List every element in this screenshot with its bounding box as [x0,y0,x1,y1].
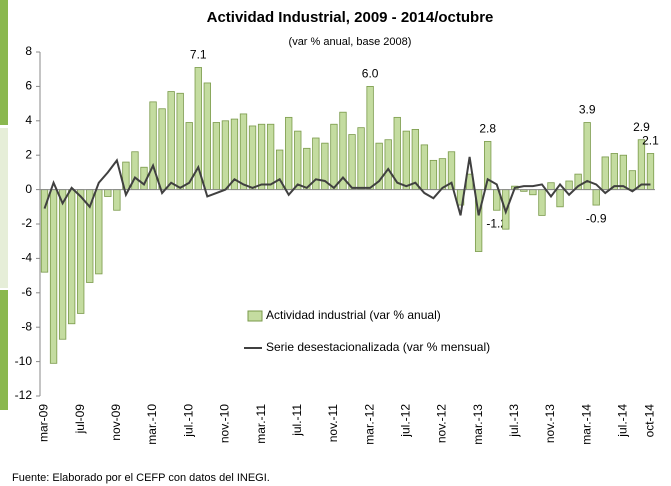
y-tick-label: -8 [21,319,32,333]
bar [402,130,410,190]
bar [149,101,157,190]
y-tick-label: -6 [21,285,32,299]
y-tick-label: -4 [21,251,32,265]
bar [58,189,67,340]
y-tick-label: -10 [15,354,33,368]
bar [239,113,248,190]
bar [67,189,76,325]
bar [429,159,438,191]
bar [366,86,374,190]
data-label: 2.8 [479,122,496,136]
bar [95,189,103,275]
side-strip [0,290,8,410]
bar [357,127,365,190]
bar [221,120,230,191]
x-tick-label: oct-14 [643,404,657,438]
x-tick-label: jul-09 [73,404,87,435]
source-note: Fuente: Elaborado por el CEFP con datos … [12,472,270,484]
bar [104,189,112,197]
bar [330,123,338,190]
bar [538,189,546,216]
bar [420,144,429,191]
chart-subtitle: (var % anual, base 2008) [289,36,412,48]
bar [565,180,573,190]
data-label: 3.9 [579,103,596,117]
bar [601,156,609,190]
x-tick-label: jul.-12 [398,404,412,438]
bar [592,189,600,206]
bar [583,122,591,190]
data-label: 7.1 [190,48,207,62]
chart-title: Actividad Industrial, 2009 - 2014/octubr… [207,9,494,26]
bar [294,130,302,190]
y-tick-label: 8 [25,44,32,58]
bar [547,182,555,191]
bar [438,158,447,190]
x-tick-label: nov.-11 [326,404,340,443]
x-tick-label: mar.-14 [579,404,593,445]
bar [285,116,293,190]
x-tick-label: mar.-13 [471,404,485,445]
bar [248,125,257,190]
bar [212,122,221,190]
y-tick-label: -12 [15,388,33,402]
y-tick-label: -2 [21,216,32,230]
bar [411,128,419,190]
x-tick-label: nov.-12 [435,404,449,443]
bar [113,189,121,211]
bar [257,123,266,190]
data-label: 2.1 [642,134,659,148]
y-tick-label: 2 [25,147,32,161]
bar [529,189,537,196]
bar [348,134,356,190]
data-label: -0.9 [586,211,607,225]
y-tick-label: 6 [25,79,32,93]
bar [556,189,564,208]
bar [176,92,184,190]
x-tick-label: jul.-11 [290,404,304,437]
x-tick-label: mar.-10 [145,404,159,445]
data-label: 6.0 [362,67,379,81]
line-series [43,156,651,216]
x-tick-label: mar.-12 [362,404,376,445]
legend-label: Actividad industrial (var % anual) [266,308,441,322]
bar [49,189,58,364]
bar [167,91,175,190]
side-strip [0,0,8,125]
bar [158,108,166,190]
bar [619,154,628,190]
bar [77,189,85,314]
x-tick-label: jul.-10 [181,404,195,438]
y-tick-label: 4 [25,113,32,127]
bar [628,170,637,190]
legend-swatch [247,310,263,322]
data-label: 2.9 [633,120,650,134]
x-tick-label: jul.-14 [616,404,630,438]
x-tick-label: mar-09 [37,404,51,442]
x-tick-label: nov.-13 [543,404,557,443]
legend-label: Serie desestacionalizada (var % mensual) [266,340,490,354]
bar [266,123,275,190]
side-strip [0,128,8,288]
x-tick-label: jul.-13 [507,404,521,438]
bar [203,82,211,190]
bar [610,153,618,190]
y-tick-label: 0 [25,182,32,196]
x-tick-label: nov-09 [109,404,123,441]
bar [303,147,311,191]
x-tick-label: mar.-11 [254,404,268,444]
x-tick-label: nov.-10 [218,404,232,443]
bar [384,139,392,191]
